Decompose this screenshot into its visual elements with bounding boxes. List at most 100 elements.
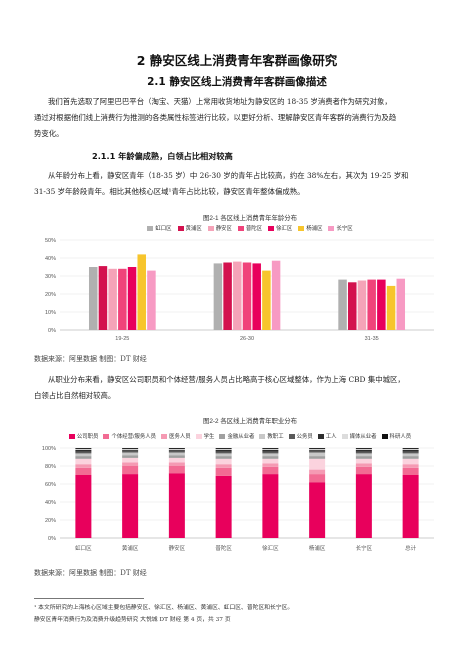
occupation-line-2: 白领占比自然相对较高。 [34, 391, 116, 400]
bar [242, 262, 252, 330]
stacked-bar-segment [75, 467, 92, 475]
legend-label: 普陀区 [245, 226, 263, 232]
bar [223, 262, 232, 330]
stacked-bar-segment [309, 450, 326, 453]
stacked-bar-segment [309, 452, 326, 457]
stacked-bar-segment [122, 449, 139, 451]
legend-label: 静安区 [215, 226, 232, 232]
bar [98, 266, 108, 330]
legend-swatch [298, 225, 305, 231]
legend-label: 金融从业者 [227, 434, 255, 440]
y-tick-label: 100% [42, 446, 56, 452]
legend-swatch [147, 225, 154, 231]
stacked-bar-segment [402, 453, 419, 457]
legend-swatch [268, 225, 275, 231]
stacked-bar-segment [215, 456, 232, 459]
stacked-bar-segment [122, 455, 139, 458]
stacked-bar-segment [122, 457, 139, 463]
stacked-bar-segment [168, 449, 185, 451]
legend-item: 徐汇区 [268, 224, 292, 232]
legend-swatch [177, 225, 184, 231]
stacked-bar-segment [168, 455, 185, 458]
legend-item: 个体经营/服务人员 [103, 432, 156, 440]
bar [108, 268, 117, 330]
age-line-2: 31-35 岁年龄段青年。相比其他核心区域¹青年占比比较，静安区青年整体偏成熟。 [34, 187, 305, 196]
stacked-bar-segment [215, 475, 232, 538]
stacked-bar-segment [168, 457, 185, 463]
bar [262, 270, 271, 330]
stacked-bar-segment [355, 451, 372, 454]
legend-swatch [195, 433, 202, 439]
stacked-bar-segment [309, 448, 326, 449]
stacked-bar-segment [122, 452, 139, 456]
stacked-bar-segment [215, 458, 232, 465]
stacked-bar-segment [262, 466, 279, 475]
stacked-bar-segment [355, 466, 372, 475]
bar [137, 254, 146, 330]
intro-line-1: 我们首先选取了阿里巴巴平台（淘宝、天猫）上常用收货地址为静安区的 18-35 岁… [48, 97, 392, 106]
legend-label: 教职工 [267, 434, 284, 440]
stacked-bar-segment [262, 463, 279, 467]
legend-label: 个体经营/服务人员 [111, 434, 157, 440]
stacked-bar-segment [75, 475, 92, 538]
stacked-bar-segment [402, 448, 419, 449]
x-tick-label: 19-25 [115, 336, 129, 342]
legend-item: 科研人员 [381, 432, 411, 440]
bar [233, 261, 242, 330]
bar [338, 279, 347, 330]
y-tick-label: 60% [45, 482, 56, 488]
stacked-bar-segment [402, 458, 419, 465]
y-tick-label: 40% [45, 256, 56, 262]
legend-item: 公务员 [288, 432, 313, 440]
stacked-bar-segment [168, 466, 185, 474]
intro-line-3: 势变化。 [34, 129, 64, 138]
stacked-bar-segment [402, 456, 419, 459]
legend-swatch [317, 433, 324, 439]
legend-item: 医务人员 [161, 432, 191, 440]
stacked-bar-segment [168, 448, 185, 449]
bar [386, 285, 396, 330]
legend-item: 金融从业者 [219, 432, 254, 440]
x-tick-label: 普陀区 [215, 544, 232, 552]
legend-label: 黄浦区 [185, 226, 202, 232]
legend-label: 工人 [325, 434, 337, 440]
legend-swatch [161, 433, 168, 439]
legend-swatch [207, 225, 214, 231]
x-tick-label: 徐汇区 [262, 544, 279, 552]
legend-item: 黄浦区 [177, 224, 202, 232]
stacked-bar-segment [355, 458, 372, 464]
bar [357, 280, 367, 330]
stacked-bar-segment [309, 456, 326, 459]
stacked-bar-segment [122, 450, 139, 453]
stacked-bar-segment [75, 451, 92, 454]
bar [213, 263, 223, 330]
stacked-bar-segment [402, 467, 419, 475]
legend-item: 学生 [195, 432, 214, 440]
chart1-title: 图2-1 各区线上消费青年年龄分布 [202, 215, 298, 222]
bar [377, 279, 386, 330]
stacked-bar-segment [262, 456, 279, 459]
stacked-bar-segment [355, 463, 372, 467]
x-tick-label: 杨浦区 [309, 544, 326, 552]
legend-swatch [259, 433, 266, 439]
age-paragraph: 从年龄分布上看，静安区青年（18-35 岁）中 26-30 岁的青年占比较高，约… [34, 168, 444, 200]
stacked-bar-segment [355, 456, 372, 459]
x-tick-label: 26-30 [240, 336, 254, 342]
stacked-bar-segment [402, 475, 419, 538]
chart2-svg: 0% 20% 40% 60% 80% 100% 虹口区 黄浦区 静安区 普陀区 徐汇区 杨浦区 长宁区 总… [42, 446, 434, 552]
stacked-bar-segment [402, 451, 419, 454]
bar [348, 282, 357, 330]
stacked-bar-segment [215, 449, 232, 452]
legend-swatch [328, 225, 335, 231]
stacked-bar-segment [75, 448, 92, 449]
stacked-bar-segment [215, 467, 232, 476]
stacked-bar-segment [262, 458, 279, 464]
legend-item: 工人 [317, 432, 337, 440]
stacked-bar-segment [402, 449, 419, 452]
stacked-bar-segment [309, 474, 326, 483]
legend-swatch [288, 433, 295, 439]
footnote: ¹ 本文所研究的上海核心区域主要包括静安区、徐汇区、杨浦区、黄浦区、虹口区、普陀… [34, 605, 294, 611]
x-tick-label: 虹口区 [75, 544, 92, 552]
stacked-bar-segment [122, 448, 139, 450]
stacked-bar-segment [355, 449, 372, 452]
